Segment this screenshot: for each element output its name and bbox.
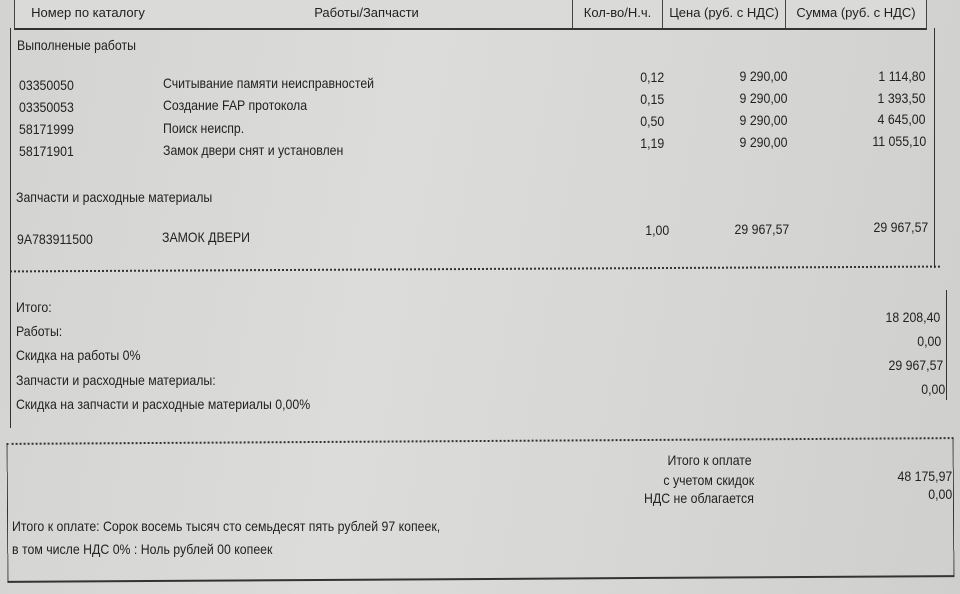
payment-label-line2: с учетом скидок (663, 472, 754, 488)
row-sum: 29 967,57 (873, 219, 928, 235)
vat-value: 0,00 (928, 486, 952, 502)
table-left-border (10, 28, 11, 428)
totals-label: Итого: (16, 299, 52, 315)
vat-label: НДС не облагается (644, 490, 754, 506)
row-qty: 0,12 (640, 69, 664, 85)
row-qty: 1,00 (645, 222, 669, 238)
header-price: Цена (руб. с НДС) (663, 0, 786, 30)
row-sum: 1 393,50 (877, 90, 925, 106)
row-name: ЗАМОК ДВЕРИ (162, 229, 250, 245)
row-code: 9A783911500 (17, 231, 93, 247)
row-code: 03350050 (19, 77, 74, 93)
header-catalog-no: Номер по каталогу (14, 0, 162, 30)
row-code: 58171901 (19, 143, 74, 159)
row-sum: 1 114,80 (877, 68, 925, 84)
row-qty: 1,19 (640, 135, 664, 151)
row-qty: 0,50 (640, 113, 664, 129)
totals-value: 29 967,57 (888, 357, 943, 373)
header-qty: Кол-во/Н.ч. (573, 0, 663, 30)
row-qty: 0,15 (640, 91, 664, 107)
totals-label: Работы: (16, 323, 63, 339)
header-sum: Сумма (руб. с НДС) (786, 0, 927, 30)
totals-value: 18 208,40 (885, 309, 940, 325)
divider (10, 265, 940, 273)
payment-box (6, 437, 955, 583)
row-code: 03350053 (19, 99, 74, 115)
row-code: 58171999 (19, 121, 74, 137)
row-price: 9 290,00 (739, 90, 787, 106)
row-price: 9 290,00 (739, 134, 787, 150)
works-section-title: Выполненые работы (17, 37, 136, 53)
row-sum: 11 055,10 (872, 133, 926, 149)
row-name: Поиск неиспр. (163, 120, 245, 136)
parts-section-title: Запчасти и расходные материалы (16, 189, 213, 205)
row-sum: 4 645,00 (877, 111, 925, 127)
row-price: 9 290,00 (739, 112, 787, 128)
row-name: Замок двери снят и установлен (163, 142, 344, 158)
table-right-border (934, 28, 935, 268)
totals-label: Запчасти и расходные материалы: (16, 372, 216, 388)
amount-in-words-line2: в том числе НДС 0% : Ноль рублей 00 копе… (12, 541, 273, 557)
totals-label: Скидка на запчасти и расходные материалы… (16, 396, 311, 412)
totals-value: 0,00 (917, 333, 941, 349)
row-name: Создание FAP протокола (163, 97, 308, 113)
payment-total: 48 175,97 (897, 468, 952, 484)
amount-in-words-line1: Итого к оплате: Сорок восемь тысяч сто с… (12, 518, 441, 534)
totals-right-border (946, 290, 947, 400)
totals-label: Скидка на работы 0% (16, 347, 141, 363)
payment-label-line1: Итого к оплате (667, 452, 752, 468)
totals-value: 0,00 (921, 381, 945, 397)
row-name: Считывание памяти неисправностей (163, 75, 375, 91)
row-price: 29 967,57 (734, 221, 789, 237)
header-works-parts: Работы/Запчасти (161, 0, 573, 30)
row-price: 9 290,00 (739, 68, 787, 84)
